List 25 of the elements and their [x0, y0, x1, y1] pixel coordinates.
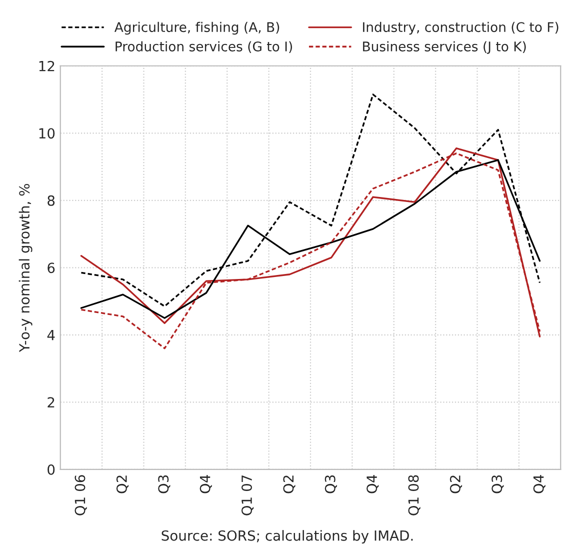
x-tick-label: Q3: [158, 475, 170, 494]
x-tick-label: Q4: [533, 475, 546, 494]
x-tick-label: Q2: [450, 476, 462, 494]
y-tick-label: 12: [39, 60, 54, 72]
legend-label: Agriculture, fishing (A, B): [114, 22, 280, 35]
x-tick-label: Q3: [492, 475, 504, 494]
y-tick-label: 0: [48, 464, 55, 475]
y-tick-label: 2: [48, 397, 54, 408]
legend-label: Industry, construction (C to F): [363, 22, 558, 35]
x-tick-label: Q2: [116, 476, 129, 494]
x-tick-label: Q4: [200, 475, 212, 494]
x-tick-label: Q2: [283, 476, 296, 494]
legend-label: Business services (J to K): [363, 41, 526, 54]
x-tick-label: Q4: [366, 475, 379, 494]
y-tick-label: 8: [48, 195, 55, 206]
source-note: Source: SORS; calculations by IMAD.: [162, 530, 413, 544]
x-tick-label: Q1 07: [241, 475, 254, 516]
y-tick-label: 4: [47, 330, 55, 340]
y-axis-title: Y-o-y nominal growth, %: [18, 184, 32, 352]
y-tick-label: 10: [39, 128, 55, 139]
x-tick-label: Q1 06: [74, 475, 87, 516]
legend-label: Production services (G to I): [116, 41, 292, 53]
y-tick-label: 6: [48, 262, 55, 274]
x-tick-label: Q3: [324, 475, 337, 494]
x-tick-label: Q1 08: [408, 475, 420, 516]
